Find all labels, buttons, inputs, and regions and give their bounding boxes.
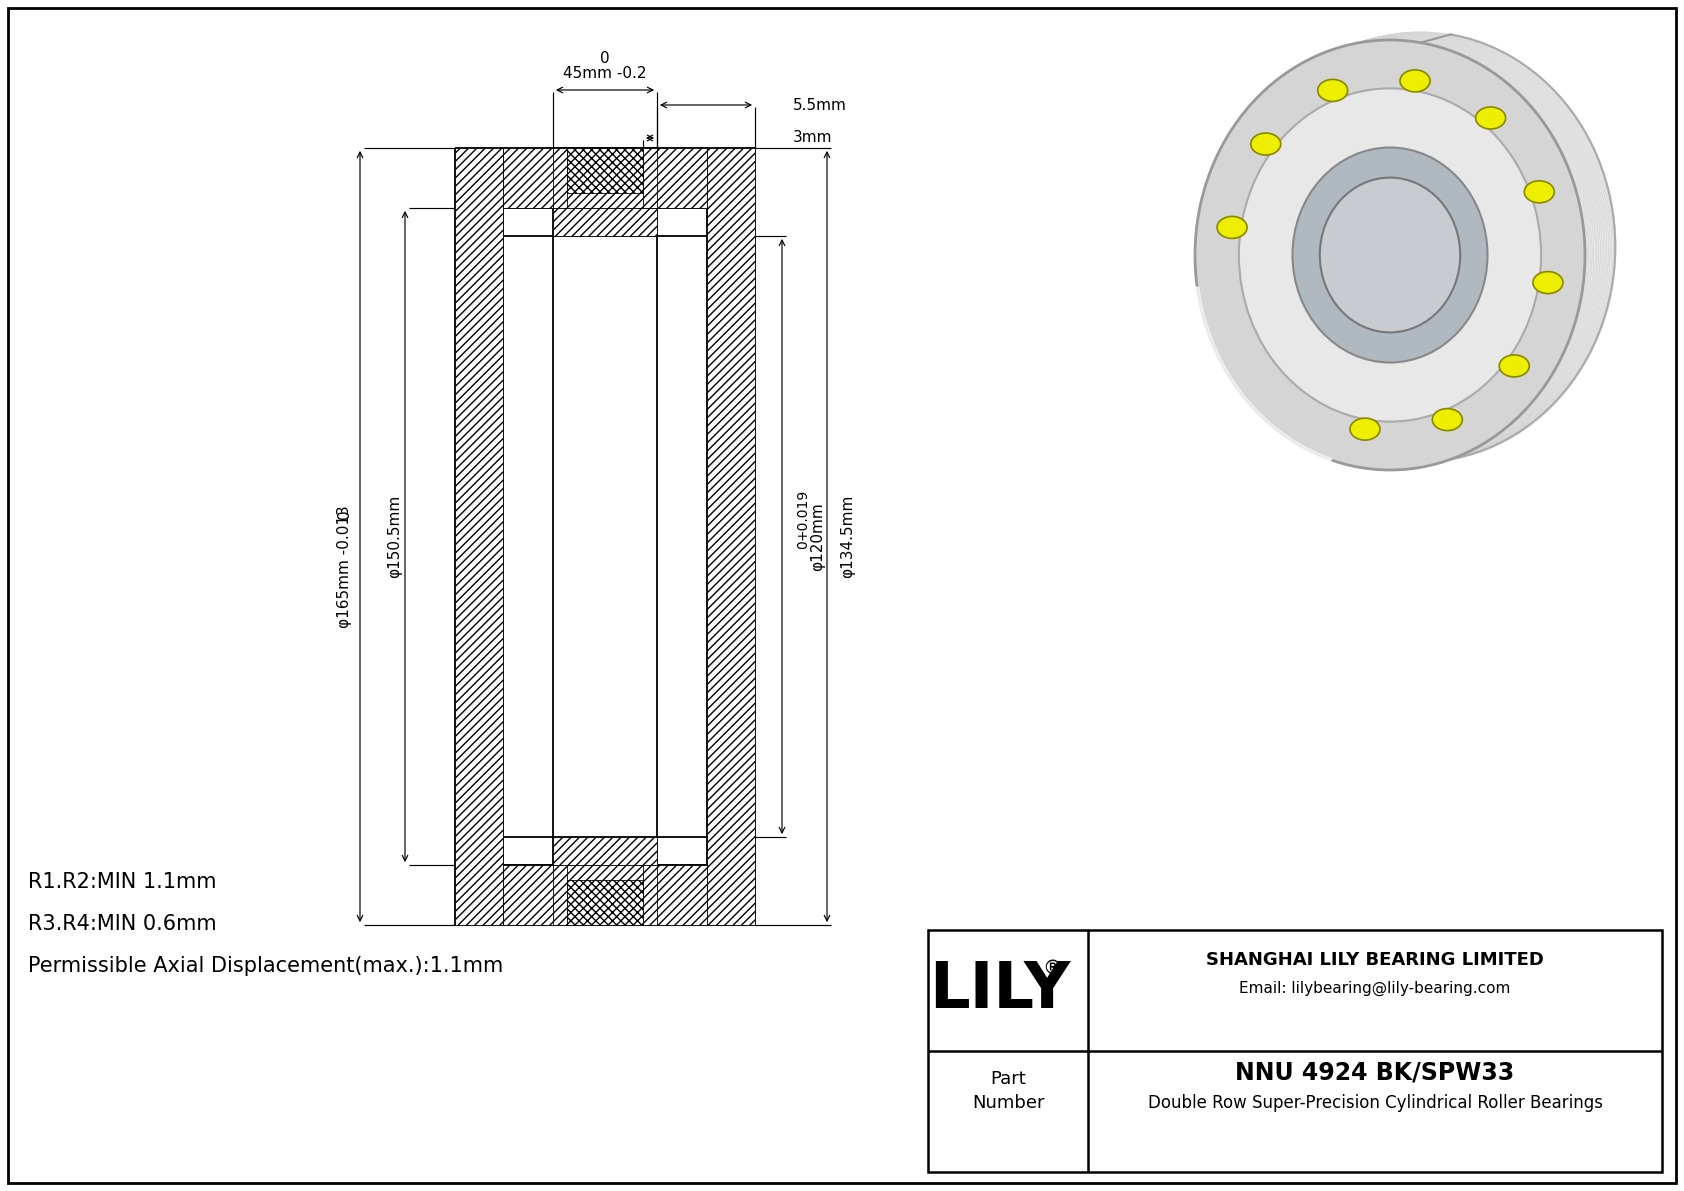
Text: Number: Number	[972, 1095, 1044, 1112]
Bar	[643, 865, 657, 925]
Ellipse shape	[1214, 35, 1603, 464]
Bar	[552, 865, 568, 925]
Ellipse shape	[1399, 70, 1430, 92]
Ellipse shape	[1221, 33, 1610, 463]
Text: ®: ®	[1042, 959, 1063, 978]
Text: φ165mm -0.013: φ165mm -0.013	[337, 505, 352, 628]
Ellipse shape	[1226, 32, 1615, 462]
Ellipse shape	[1206, 37, 1595, 467]
Ellipse shape	[1320, 177, 1460, 332]
Text: φ150.5mm: φ150.5mm	[387, 495, 402, 578]
Ellipse shape	[1211, 36, 1600, 466]
Ellipse shape	[1196, 39, 1586, 470]
Text: Part: Part	[990, 1070, 1026, 1089]
Ellipse shape	[1201, 38, 1590, 468]
Bar	[504, 148, 707, 208]
Bar	[643, 148, 657, 208]
Ellipse shape	[1216, 35, 1605, 464]
Bar	[455, 148, 504, 925]
Ellipse shape	[1199, 39, 1588, 469]
Ellipse shape	[1223, 32, 1612, 462]
Ellipse shape	[1204, 38, 1593, 468]
Text: R1.R2:MIN 1.1mm: R1.R2:MIN 1.1mm	[29, 872, 217, 892]
Ellipse shape	[1499, 355, 1529, 376]
Text: 3mm: 3mm	[793, 131, 832, 145]
Text: NNU 4924 BK/SPW33: NNU 4924 BK/SPW33	[1236, 1061, 1514, 1085]
Bar	[552, 837, 657, 865]
Bar	[568, 880, 643, 925]
Ellipse shape	[1293, 148, 1487, 362]
Text: SHANGHAI LILY BEARING LIMITED: SHANGHAI LILY BEARING LIMITED	[1206, 950, 1544, 969]
Ellipse shape	[1433, 409, 1462, 431]
Ellipse shape	[1251, 133, 1282, 155]
Ellipse shape	[1224, 32, 1613, 462]
Ellipse shape	[1209, 36, 1598, 466]
Ellipse shape	[1202, 38, 1591, 468]
Bar	[568, 148, 643, 193]
Ellipse shape	[1239, 88, 1541, 422]
Text: R3.R4:MIN 0.6mm: R3.R4:MIN 0.6mm	[29, 913, 217, 934]
Bar	[707, 148, 754, 925]
Text: LILY: LILY	[930, 960, 1071, 1022]
Ellipse shape	[1218, 35, 1607, 464]
Text: Permissible Axial Displacement(max.):1.1mm: Permissible Axial Displacement(max.):1.1…	[29, 956, 504, 975]
Ellipse shape	[1475, 107, 1505, 129]
Text: φ120mm: φ120mm	[810, 503, 825, 570]
Text: 0: 0	[600, 51, 610, 66]
Text: 0: 0	[797, 541, 810, 549]
Bar	[552, 148, 568, 208]
Bar	[928, 930, 1662, 1172]
Ellipse shape	[1532, 272, 1563, 293]
Bar	[504, 865, 707, 925]
Text: 45mm -0.2: 45mm -0.2	[562, 66, 647, 81]
Ellipse shape	[1197, 39, 1588, 469]
Ellipse shape	[1219, 33, 1608, 463]
Ellipse shape	[1524, 181, 1554, 202]
Text: 0: 0	[337, 510, 352, 519]
Ellipse shape	[1317, 80, 1347, 101]
Text: R3: R3	[712, 224, 733, 239]
Text: Email: lilybearing@lily-bearing.com: Email: lilybearing@lily-bearing.com	[1239, 980, 1511, 996]
Ellipse shape	[1196, 40, 1585, 470]
Text: Double Row Super-Precision Cylindrical Roller Bearings: Double Row Super-Precision Cylindrical R…	[1147, 1095, 1603, 1112]
Bar	[552, 208, 657, 236]
Text: R4: R4	[712, 267, 733, 281]
Ellipse shape	[1207, 37, 1596, 467]
Text: 5.5mm: 5.5mm	[793, 98, 847, 112]
Ellipse shape	[1351, 418, 1379, 441]
Ellipse shape	[1218, 217, 1248, 238]
Text: R1: R1	[712, 166, 733, 181]
Text: +0.019: +0.019	[797, 488, 810, 541]
Text: R2: R2	[712, 206, 733, 220]
Text: φ134.5mm: φ134.5mm	[840, 494, 855, 578]
Ellipse shape	[1212, 36, 1601, 466]
